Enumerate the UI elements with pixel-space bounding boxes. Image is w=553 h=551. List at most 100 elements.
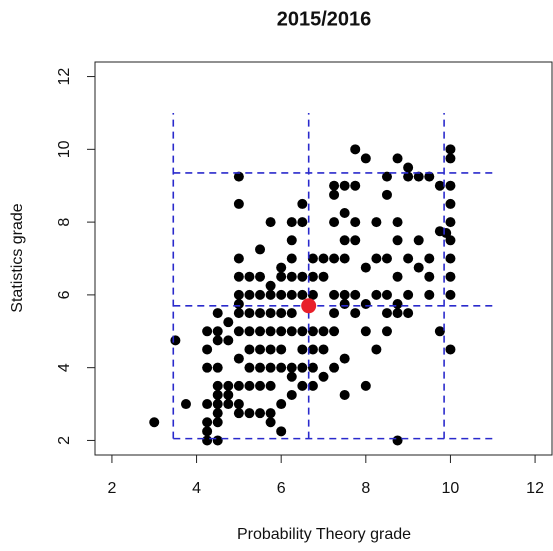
point [286, 253, 297, 264]
point [445, 253, 456, 264]
y-axis-label: Statistics grade [9, 203, 26, 312]
point [403, 289, 414, 300]
point [424, 271, 435, 282]
point [286, 308, 297, 319]
point [307, 362, 318, 373]
plot-frame [94, 61, 553, 456]
highlight-point [301, 298, 317, 314]
point [339, 298, 350, 309]
point [297, 362, 308, 373]
point [445, 198, 456, 209]
point [413, 171, 424, 182]
point [350, 289, 361, 300]
point [329, 180, 340, 191]
point [307, 289, 318, 300]
point [445, 271, 456, 282]
point [212, 308, 223, 319]
point [286, 271, 297, 282]
x-axis-label: Probability Theory grade [237, 526, 411, 543]
point [276, 271, 287, 282]
point [381, 289, 392, 300]
point [318, 371, 329, 382]
point [381, 171, 392, 182]
point [265, 362, 276, 373]
point [202, 362, 213, 373]
point [392, 235, 403, 246]
point [244, 408, 255, 419]
point [212, 380, 223, 391]
point [265, 408, 276, 419]
point [403, 171, 414, 182]
point [381, 308, 392, 319]
point [244, 362, 255, 373]
point [445, 289, 456, 300]
point [265, 217, 276, 228]
point [202, 435, 213, 446]
y-tick-label: 10 [56, 140, 73, 158]
point [318, 253, 329, 264]
point [441, 228, 452, 239]
point [233, 253, 244, 264]
point [350, 217, 361, 228]
point [392, 435, 403, 446]
point [276, 426, 287, 437]
point [223, 380, 234, 391]
point [265, 308, 276, 319]
point [265, 280, 276, 291]
point [244, 344, 255, 355]
point [297, 380, 308, 391]
point [244, 308, 255, 319]
point [329, 362, 340, 373]
point [286, 326, 297, 337]
point [445, 235, 456, 246]
point [339, 208, 350, 219]
point [413, 262, 424, 273]
point [212, 326, 223, 337]
point [212, 435, 223, 446]
point [212, 389, 223, 400]
point [329, 189, 340, 200]
point [445, 153, 456, 164]
point [265, 417, 276, 428]
point [360, 380, 371, 391]
point [233, 289, 244, 300]
point [233, 399, 244, 410]
point [233, 171, 244, 182]
point [276, 344, 287, 355]
x-tick-label: 6 [277, 480, 286, 497]
point [307, 380, 318, 391]
point [276, 262, 287, 273]
point [255, 244, 266, 255]
point [360, 326, 371, 337]
chart-title: 2015/2016 [277, 8, 372, 30]
point [403, 308, 414, 319]
point [233, 271, 244, 282]
point [329, 326, 340, 337]
point [255, 289, 266, 300]
x-tick-label: 8 [361, 480, 370, 497]
point [318, 271, 329, 282]
point [286, 389, 297, 400]
point [297, 289, 308, 300]
point [233, 326, 244, 337]
point [265, 289, 276, 300]
point [202, 399, 213, 410]
point [149, 417, 160, 428]
point [286, 371, 297, 382]
point [350, 144, 361, 155]
point [381, 253, 392, 264]
point [318, 344, 329, 355]
point [381, 189, 392, 200]
point [360, 153, 371, 164]
point [265, 344, 276, 355]
point [403, 162, 414, 173]
point [350, 308, 361, 319]
point [392, 153, 403, 164]
point [255, 326, 266, 337]
point [434, 180, 445, 191]
point [307, 271, 318, 282]
point [329, 289, 340, 300]
x-tick-label: 10 [442, 480, 460, 497]
point [244, 326, 255, 337]
